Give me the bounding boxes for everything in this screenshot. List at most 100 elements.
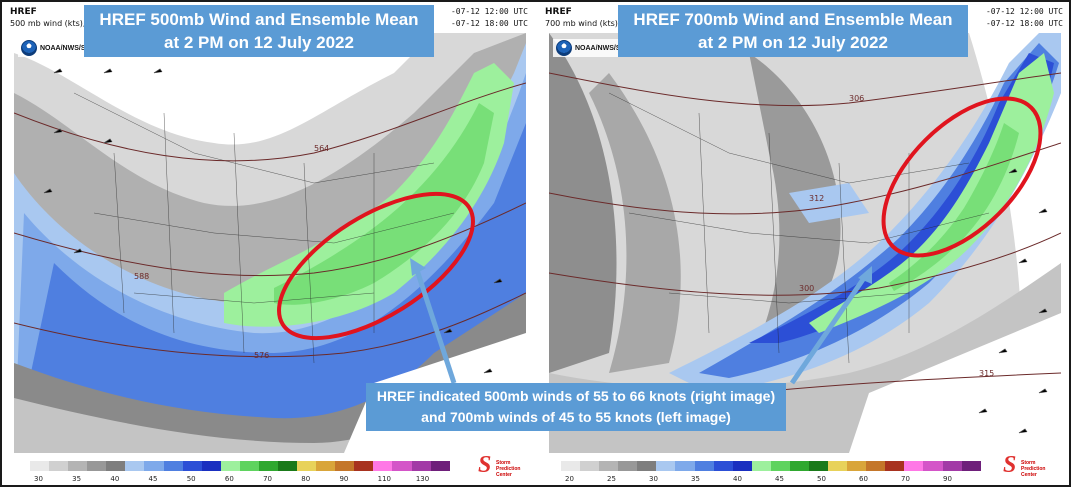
legend-label: 30: [34, 475, 43, 482]
legend-label: 20: [565, 475, 574, 482]
left-contour-588: 588: [134, 272, 149, 281]
legend-label: 30: [649, 475, 658, 482]
legend-label: 25: [607, 475, 616, 482]
left-wind-map: 564 588 576: [14, 33, 526, 453]
legend-swatch: [713, 461, 733, 471]
legend-swatch: [182, 461, 202, 471]
legend-swatch: [392, 461, 412, 471]
legend-label: 60: [224, 475, 234, 482]
legend-swatch: [30, 461, 50, 471]
right-title-box: HREF 700mb Wind and Ensemble Mean at 2 P…: [618, 5, 968, 57]
legend-label: 110: [377, 475, 391, 482]
right-contour-315: 315: [979, 369, 994, 378]
right-agency-label: NOAA/NWS/Storm: [575, 44, 637, 52]
legend-swatch: [847, 461, 867, 471]
legend-swatch: [354, 461, 374, 471]
legend-swatch: [904, 461, 924, 471]
legend-label: 70: [901, 475, 910, 482]
left-valid-time: -07-12 18:00 UTC: [450, 19, 528, 28]
legend-swatch: [125, 461, 145, 471]
callout-line-1: HREF indicated 500mb winds of 55 to 66 k…: [376, 388, 776, 404]
right-contour-312: 312: [809, 194, 824, 203]
left-agency-label: NOAA/NWS/Storm: [40, 44, 102, 52]
right-noaa-badge: NOAA/NWS/Storm: [553, 39, 640, 57]
left-init-time: -07-12 12:00 UTC: [450, 7, 528, 16]
legend-label: 60: [859, 475, 868, 482]
right-init-time: -07-12 12:00 UTC: [985, 7, 1063, 16]
legend-swatch: [694, 461, 714, 471]
legend-swatch: [789, 461, 810, 471]
legend-label: 40: [733, 475, 742, 482]
legend-swatch: [163, 461, 183, 471]
left-model-label: HREF: [10, 7, 37, 17]
legend-swatch: [828, 461, 848, 471]
legend-swatch: [599, 461, 619, 471]
left-noaa-badge: NOAA/NWS/Storm: [18, 39, 105, 57]
noaa-logo-icon: [556, 40, 572, 56]
noaa-logo-icon: [21, 40, 37, 56]
legend-swatch: [201, 461, 221, 471]
left-contour-576: 576: [254, 351, 269, 360]
legend-swatch: [751, 461, 771, 471]
left-jet-highlight-ellipse: [277, 191, 475, 341]
legend-swatch: [770, 461, 790, 471]
left-map-panel: HREF 500 mb wind (kts), e -07-12 12:00 U…: [6, 5, 532, 482]
callout-line-2: and 700mb winds of 45 to 55 knots (left …: [421, 409, 731, 425]
legend-label: 50: [817, 475, 826, 482]
legend-swatch: [961, 461, 981, 471]
legend-swatch: [656, 461, 676, 471]
legend-swatch: [68, 461, 88, 471]
legend-swatch: [144, 461, 164, 471]
legend-swatch: [561, 461, 581, 471]
legend-swatch: [675, 461, 695, 471]
legend-swatch: [866, 461, 886, 471]
legend-swatch: [580, 461, 600, 471]
legend-label: 80: [301, 475, 311, 482]
left-spc-logo: S Storm Prediction Center: [478, 452, 521, 482]
right-field-label: 700 mb wind (kts), e: [545, 19, 628, 28]
legend-swatch: [278, 461, 298, 471]
legend-swatch: [220, 461, 240, 471]
legend-swatch: [618, 461, 638, 471]
spc-logo-text: Storm Prediction Center: [1021, 460, 1046, 478]
legend-swatch: [239, 461, 259, 471]
legend-swatch: [258, 461, 279, 471]
legend-label: 40: [110, 475, 120, 482]
right-contour-306: 306: [849, 94, 864, 103]
legend-label: 45: [148, 475, 158, 482]
left-title-box: HREF 500mb Wind and Ensemble Mean at 2 P…: [84, 5, 434, 57]
legend-swatch: [87, 461, 107, 471]
legend-swatch: [49, 461, 69, 471]
legend-label: 50: [186, 475, 196, 482]
legend-label: 90: [943, 475, 952, 482]
legend-swatch: [923, 461, 943, 471]
legend-swatch: [809, 461, 829, 471]
legend-label: 45: [775, 475, 784, 482]
right-model-label: HREF: [545, 7, 572, 17]
summary-callout: HREF indicated 500mb winds of 55 to 66 k…: [366, 383, 786, 431]
legend-label: 35: [691, 475, 700, 482]
legend-swatch: [373, 461, 393, 471]
spc-logo-text: Storm Prediction Center: [496, 460, 521, 478]
legend-swatch: [942, 461, 962, 471]
right-spc-logo: S Storm Prediction Center: [1003, 452, 1046, 482]
right-valid-time: -07-12 18:00 UTC: [985, 19, 1063, 28]
legend-swatch: [411, 461, 431, 471]
legend-swatch: [335, 461, 355, 471]
legend-swatch: [297, 461, 317, 471]
legend-label: 70: [263, 475, 272, 482]
right-map-panel: HREF 700 mb wind (kts), e -07-12 12:00 U…: [541, 5, 1067, 482]
right-jet-highlight-ellipse: [881, 96, 1043, 258]
legend-swatch: [430, 461, 450, 471]
legend-swatch: [106, 461, 126, 471]
left-contour-564: 564: [314, 144, 329, 153]
right-color-legend: [561, 461, 981, 471]
legend-label: 35: [72, 475, 82, 482]
legend-label: 90: [339, 475, 349, 482]
legend-swatch: [885, 461, 905, 471]
right-contour-300: 300: [799, 284, 814, 293]
legend-swatch: [732, 461, 752, 471]
left-field-label: 500 mb wind (kts), e: [10, 19, 93, 28]
legend-swatch: [316, 461, 336, 471]
